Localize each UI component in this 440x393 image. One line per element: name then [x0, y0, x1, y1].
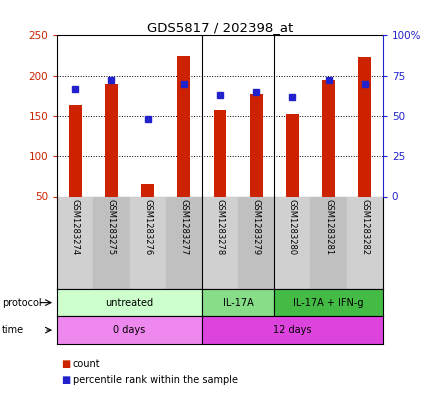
Text: IL-17A: IL-17A: [223, 298, 253, 308]
Bar: [69, 105, 82, 196]
Text: GSM1283274: GSM1283274: [71, 199, 80, 255]
Bar: [238, 196, 274, 289]
Bar: [57, 196, 93, 289]
Text: GSM1283281: GSM1283281: [324, 199, 333, 255]
Text: count: count: [73, 358, 100, 369]
Bar: [141, 184, 154, 196]
Bar: [274, 196, 311, 289]
Bar: [105, 84, 118, 196]
Bar: [57, 316, 202, 344]
Bar: [214, 110, 226, 196]
Text: GSM1283279: GSM1283279: [252, 199, 260, 255]
Text: IL-17A + IFN-g: IL-17A + IFN-g: [293, 298, 364, 308]
Text: GSM1283282: GSM1283282: [360, 199, 369, 255]
Bar: [347, 196, 383, 289]
Bar: [359, 57, 371, 196]
Bar: [177, 55, 190, 196]
Title: GDS5817 / 202398_at: GDS5817 / 202398_at: [147, 21, 293, 34]
Bar: [202, 316, 383, 344]
Text: GSM1283278: GSM1283278: [216, 199, 224, 255]
Bar: [202, 196, 238, 289]
Text: percentile rank within the sample: percentile rank within the sample: [73, 375, 238, 385]
Text: time: time: [2, 325, 24, 335]
Text: GSM1283275: GSM1283275: [107, 199, 116, 255]
Text: ■: ■: [62, 375, 71, 385]
Bar: [274, 289, 383, 316]
Bar: [311, 196, 347, 289]
Bar: [250, 94, 263, 196]
Bar: [322, 80, 335, 196]
Text: GSM1283276: GSM1283276: [143, 199, 152, 255]
Text: 12 days: 12 days: [273, 325, 312, 335]
Text: GSM1283277: GSM1283277: [180, 199, 188, 255]
Bar: [93, 196, 129, 289]
Text: protocol: protocol: [2, 298, 42, 308]
Text: GSM1283280: GSM1283280: [288, 199, 297, 255]
Bar: [129, 196, 166, 289]
Bar: [286, 114, 299, 196]
Bar: [202, 289, 274, 316]
Bar: [57, 289, 202, 316]
Text: untreated: untreated: [106, 298, 154, 308]
Text: ■: ■: [62, 358, 71, 369]
Text: 0 days: 0 days: [114, 325, 146, 335]
Bar: [166, 196, 202, 289]
